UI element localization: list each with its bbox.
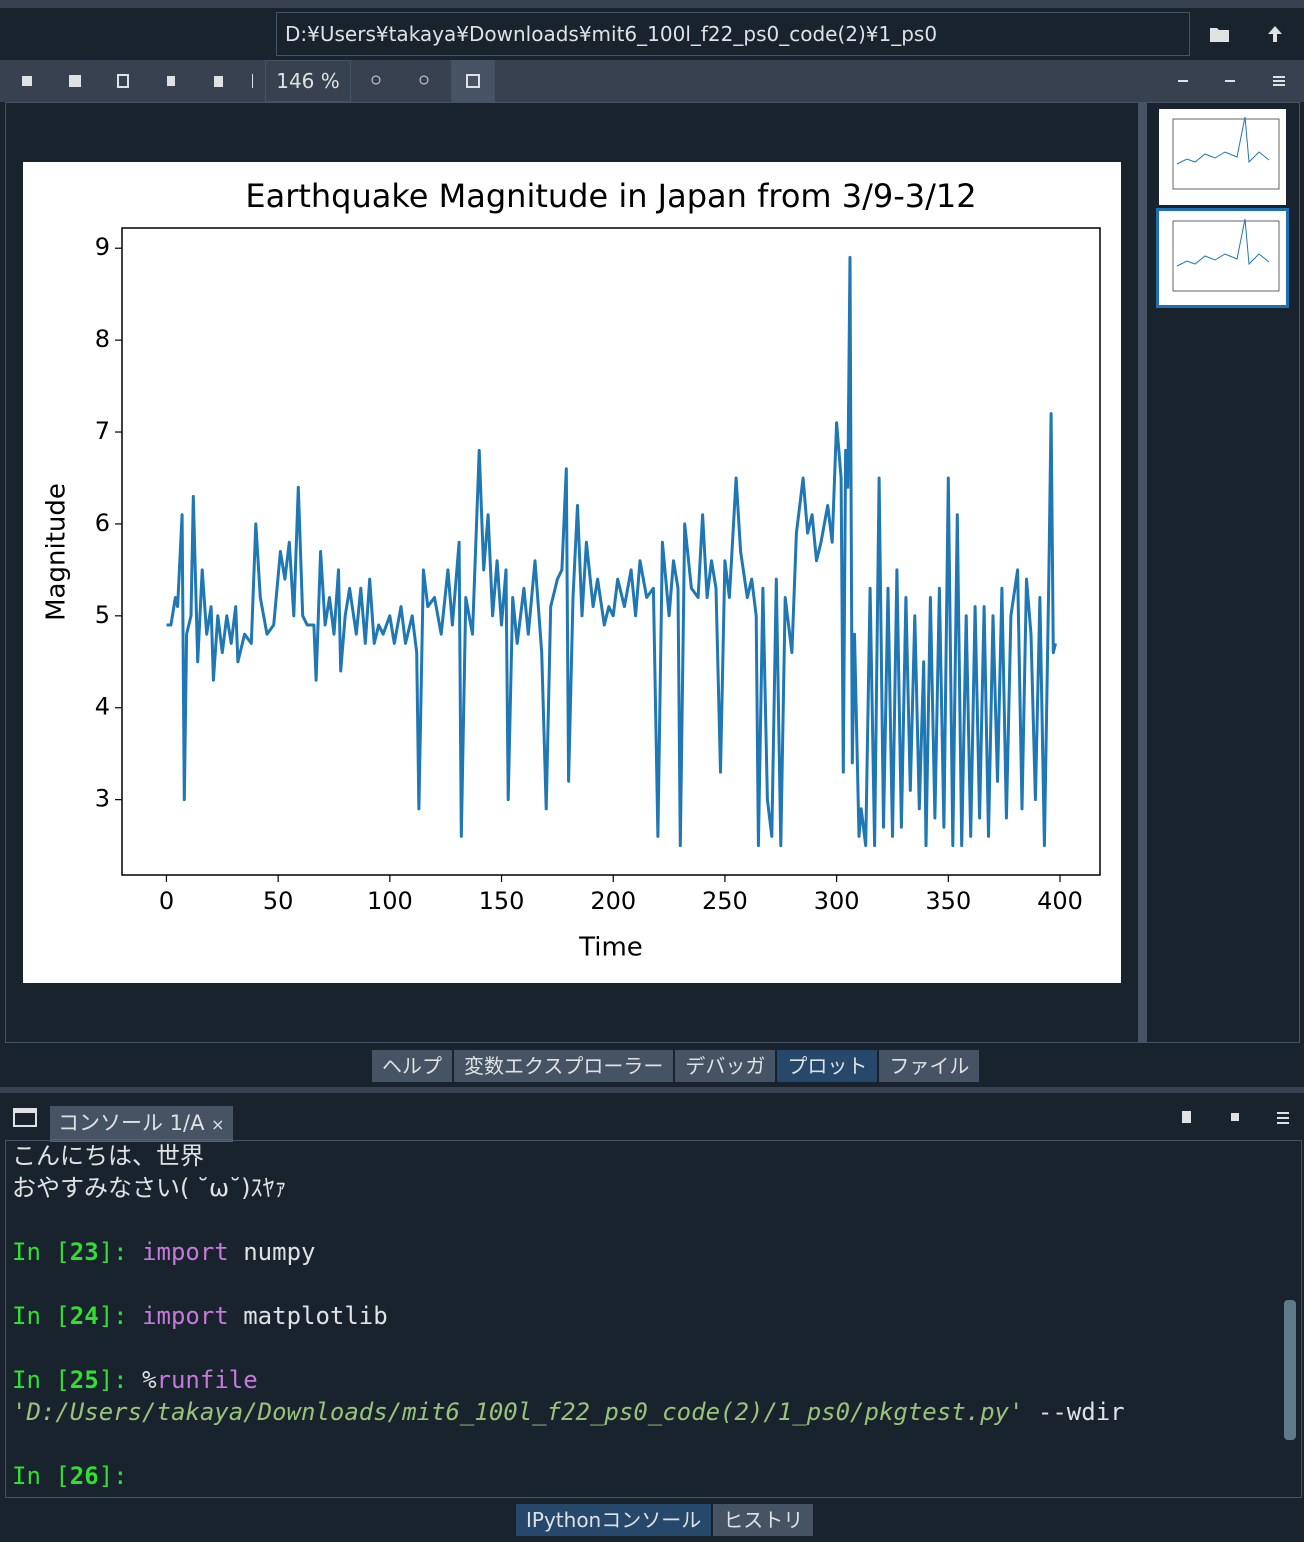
top-strip xyxy=(0,0,1304,8)
x-tick-label: 350 xyxy=(925,887,971,915)
code-string: 'D:/Users/takaya/Downloads/mit6_100l_f22… xyxy=(12,1398,1024,1426)
x-tick-label: 100 xyxy=(367,887,413,915)
browse-button[interactable] xyxy=(1198,14,1242,54)
code-prompt: In [ xyxy=(12,1366,70,1394)
tab[interactable]: IPythonコンソール xyxy=(516,1504,712,1536)
close-tab[interactable]: × xyxy=(211,1115,225,1134)
axes-frame xyxy=(121,227,1101,876)
figure: Earthquake Magnitude in Japan from 3/9-3… xyxy=(23,162,1121,983)
y-axis-label: Magnitude xyxy=(42,483,72,621)
thumbnail-panel xyxy=(1146,102,1300,1043)
y-tick-label: 8 xyxy=(95,325,110,353)
code-prompt: In [ xyxy=(12,1302,70,1330)
console-input: In [23]: import numpy xyxy=(12,1236,1152,1268)
code-prompt-num: 23 xyxy=(69,1238,99,1266)
console-input: In [25]: %runfile 'D:/Users/takaya/Downl… xyxy=(12,1364,1152,1428)
tab[interactable]: ファイル xyxy=(879,1050,980,1082)
code-prompt: In [ xyxy=(12,1238,70,1266)
x-tick-label: 0 xyxy=(159,887,174,915)
y-tick-label: 3 xyxy=(95,785,110,813)
console-text: こんにちは、世界おやすみなさい( ˘ω˘)ｽﾔｧ In [23]: import … xyxy=(12,1140,1152,1492)
console-icon xyxy=(12,1106,40,1134)
code-plain: numpy xyxy=(228,1238,316,1266)
console-input: In [26]: xyxy=(12,1460,1152,1492)
y-tick-label: 5 xyxy=(95,601,110,629)
code-plain: % xyxy=(142,1366,157,1394)
tab[interactable]: ヘルプ xyxy=(372,1050,452,1082)
x-axis-label: Time xyxy=(578,933,643,963)
parent-button[interactable] xyxy=(1254,14,1298,54)
code-plain xyxy=(258,1366,272,1394)
x-tick-label: 50 xyxy=(263,887,294,915)
x-tick-label: 200 xyxy=(590,887,636,915)
path-combobox[interactable]: D:¥Users¥takaya¥Downloads¥mit6_100l_f22_… xyxy=(276,12,1190,56)
code-prompt: ]: xyxy=(98,1238,143,1266)
thumbnail[interactable] xyxy=(1159,109,1286,205)
console-input: In [24]: import matplotlib xyxy=(12,1300,1152,1332)
x-tick-label: 400 xyxy=(1037,887,1083,915)
console-output: おやすみなさい( ˘ω˘)ｽﾔｧ xyxy=(12,1174,287,1202)
scroll-thumb[interactable] xyxy=(1284,1300,1296,1440)
zoom-field[interactable]: 146 % xyxy=(265,60,351,102)
thumbnail-selected[interactable] xyxy=(1156,208,1289,308)
code-plain: --wdir xyxy=(1023,1398,1125,1426)
code-prompt: ]: xyxy=(98,1366,143,1394)
console-output: こんにちは、世界 xyxy=(12,1142,204,1170)
console-toolbar xyxy=(1182,1111,1289,1124)
code-prompt: ]: xyxy=(98,1462,128,1490)
x-tick-label: 250 xyxy=(702,887,748,915)
y-tick-label: 4 xyxy=(95,693,110,721)
code-prompt: ]: xyxy=(98,1302,143,1330)
code-plain: matplotlib xyxy=(228,1302,388,1330)
tab[interactable]: ヒストリ xyxy=(713,1504,814,1536)
toolbar-icons xyxy=(22,60,1285,102)
x-tick-label: 150 xyxy=(479,887,525,915)
data-line xyxy=(166,255,1057,848)
bottom-tabs: IPythonコンソール ヒストリ xyxy=(516,1504,815,1536)
y-tick-label: 6 xyxy=(95,509,110,537)
code-prompt-num: 24 xyxy=(69,1302,99,1330)
console-tab[interactable]: コンソール 1/A × xyxy=(50,1106,233,1142)
code-keyword: import xyxy=(142,1302,229,1330)
pane-tabs: ヘルプ 変数エクスプローラー デバッガ プロット ファイル xyxy=(372,1050,981,1082)
chart-title: Earthquake Magnitude in Japan from 3/9-3… xyxy=(245,177,976,215)
console-tab-label: コンソール 1/A xyxy=(58,1111,205,1135)
code-prompt-num: 25 xyxy=(69,1366,99,1394)
scrollbar[interactable] xyxy=(1284,1150,1296,1490)
y-tick-label: 7 xyxy=(95,417,110,445)
x-tick-label: 300 xyxy=(814,887,860,915)
y-tick-label: 9 xyxy=(95,233,110,261)
code-keyword: import xyxy=(142,1238,229,1266)
figure-background xyxy=(23,162,1121,983)
code-keyword: runfile xyxy=(156,1366,258,1394)
tab[interactable]: プロット xyxy=(777,1050,878,1082)
tab[interactable]: デバッガ xyxy=(675,1050,776,1082)
code-prompt: In [ xyxy=(12,1462,70,1490)
tab[interactable]: 変数エクスプローラー xyxy=(454,1050,674,1082)
code-prompt-num: 26 xyxy=(69,1462,99,1490)
plot-toolbar xyxy=(0,60,1304,102)
splitter xyxy=(1138,102,1146,1043)
divider xyxy=(0,1087,1304,1093)
console-panel xyxy=(5,1140,1302,1498)
